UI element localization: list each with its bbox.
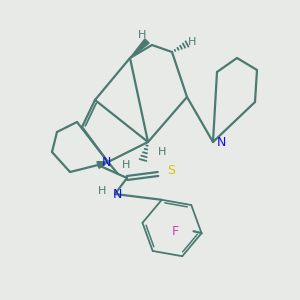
Text: F: F [172,225,179,238]
Text: H: H [98,186,106,196]
Polygon shape [130,39,149,58]
Text: H: H [122,160,130,170]
Text: H: H [158,147,166,157]
Text: N: N [112,188,122,200]
Text: H: H [138,30,146,40]
Text: H: H [188,37,196,47]
Text: N: N [216,136,226,148]
Polygon shape [97,162,108,168]
Text: S: S [167,164,175,178]
Text: N: N [101,157,111,169]
